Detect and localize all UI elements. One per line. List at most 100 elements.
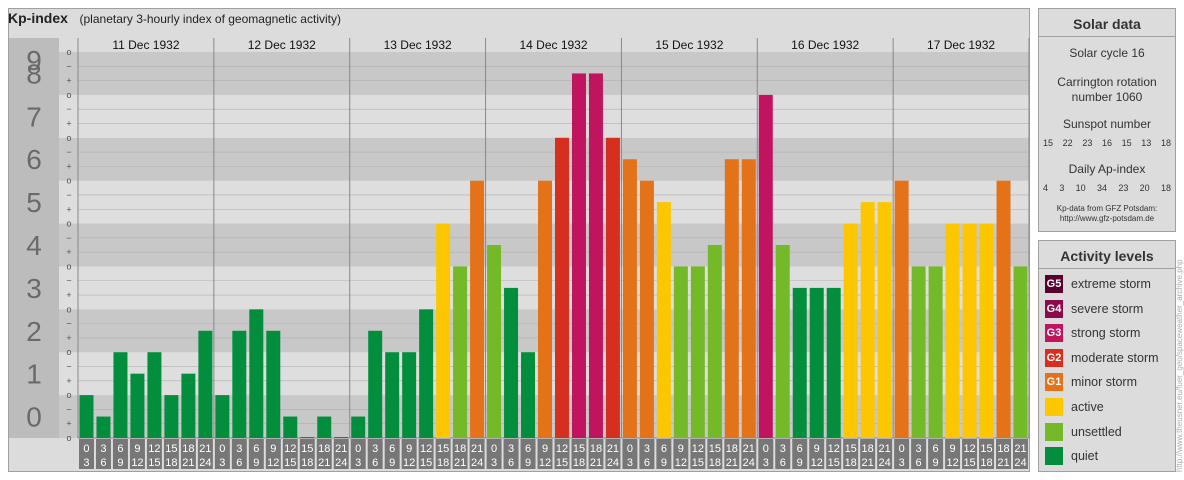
kp-bar — [232, 330, 247, 438]
day-label: 13 Dec 1932 — [384, 38, 452, 52]
sub-tick-label: o — [66, 219, 71, 229]
kp-bar — [894, 180, 909, 438]
y-tick-label: 9 — [26, 45, 42, 76]
interval-cell — [316, 439, 332, 469]
interval-end-label: 21 — [318, 457, 330, 469]
interval-cell — [928, 439, 944, 469]
kp-bar — [164, 395, 179, 438]
interval-end-label: 3 — [219, 457, 225, 469]
carrington-line1: Carrington rotation — [1057, 75, 1157, 89]
interval-cell — [1013, 439, 1028, 469]
interval-start-label: 6 — [117, 443, 123, 455]
interval-cell — [503, 439, 519, 469]
kp-bar — [283, 416, 298, 438]
interval-start-label: 0 — [763, 443, 769, 455]
legend-item: G4 severe storm — [1045, 299, 1143, 318]
y-axis-strip — [9, 38, 59, 438]
sunspot-value: 22 — [1062, 138, 1073, 148]
ap-values: 4 3 10 34 23 20 18 — [1043, 183, 1171, 193]
kp-bar — [690, 266, 705, 438]
interval-start-label: 3 — [780, 443, 786, 455]
interval-start-label: 21 — [199, 443, 211, 455]
kp-bar — [860, 202, 875, 438]
sub-tick-label: + — [66, 76, 71, 86]
interval-cell — [775, 439, 791, 469]
interval-cell — [367, 439, 383, 469]
interval-end-label: 3 — [899, 457, 905, 469]
y-tick-label: 2 — [26, 316, 42, 347]
interval-cell — [843, 439, 859, 469]
interval-end-label: 12 — [811, 457, 823, 469]
sub-tick-label: + — [66, 376, 71, 386]
kp-bar — [351, 416, 366, 438]
interval-end-label: 15 — [148, 457, 160, 469]
kp-bar — [470, 180, 485, 438]
sub-tick-label: o — [66, 304, 71, 314]
legend-label: moderate storm — [1071, 350, 1159, 365]
interval-cell — [214, 439, 230, 469]
kp-bar — [724, 159, 739, 438]
activity-levels-heading: Activity levels — [1039, 241, 1175, 269]
legend-item: G5 extreme storm — [1045, 275, 1151, 293]
interval-start-label: 12 — [284, 443, 296, 455]
interval-end-label: 9 — [389, 457, 395, 469]
interval-start-label: 3 — [372, 443, 378, 455]
sub-tick-label: − — [66, 61, 71, 71]
interval-end-label: 18 — [165, 457, 177, 469]
interval-end-label: 18 — [301, 457, 313, 469]
interval-cell — [979, 439, 995, 469]
interval-end-label: 12 — [267, 457, 279, 469]
kp-band — [59, 94, 1029, 138]
interval-start-label: 21 — [471, 443, 483, 455]
legend-swatch — [1045, 398, 1063, 416]
kp-band — [59, 137, 1029, 181]
sub-tick-label: + — [66, 118, 71, 128]
legend-item: active — [1045, 398, 1104, 416]
kp-bar — [385, 352, 400, 438]
interval-start-label: 6 — [933, 443, 939, 455]
day-label: 17 Dec 1932 — [927, 38, 995, 52]
interval-cell — [520, 439, 536, 469]
interval-end-label: 6 — [508, 457, 514, 469]
kp-bar — [588, 73, 603, 438]
sub-tick-label: + — [66, 247, 71, 257]
interval-start-label: 21 — [335, 443, 347, 455]
interval-start-label: 9 — [814, 443, 820, 455]
activity-levels-panel: Activity levels G5 extreme storm G4 severe … — [1038, 240, 1176, 472]
interval-start-label: 18 — [454, 443, 466, 455]
kp-bar — [334, 437, 349, 438]
interval-cell — [537, 439, 553, 469]
day-label: 16 Dec 1932 — [791, 38, 859, 52]
interval-cell — [605, 439, 621, 469]
interval-start-label: 6 — [253, 443, 259, 455]
interval-start-label: 9 — [406, 443, 412, 455]
interval-cell — [996, 439, 1012, 469]
kp-bar — [521, 352, 536, 438]
interval-start-label: 0 — [83, 443, 89, 455]
gfz-link[interactable]: http://www.gfz-potsdam.de — [1059, 214, 1155, 223]
interval-end-label: 12 — [675, 457, 687, 469]
sunspot-values: 15 22 23 16 15 13 18 — [1043, 138, 1171, 148]
interval-end-label: 6 — [100, 457, 106, 469]
interval-end-label: 15 — [556, 457, 568, 469]
interval-start-label: 15 — [165, 443, 177, 455]
legend-label: minor storm — [1071, 375, 1137, 390]
sub-tick-label: + — [66, 161, 71, 171]
interval-end-label: 24 — [335, 457, 347, 469]
sunspot-heading: Sunspot number — [1062, 117, 1152, 131]
interval-end-label: 6 — [916, 457, 922, 469]
interval-end-label: 6 — [236, 457, 242, 469]
sub-tick-label: o — [66, 390, 71, 400]
kp-bar — [843, 223, 858, 438]
interval-end-label: 9 — [933, 457, 939, 469]
sub-tick-label: − — [66, 233, 71, 243]
interval-end-label: 18 — [437, 457, 449, 469]
interval-start-label: 3 — [100, 443, 106, 455]
legend-item: quiet — [1045, 447, 1098, 466]
sub-tick-label: o — [66, 261, 71, 271]
interval-cell — [333, 439, 349, 469]
interval-end-label: 3 — [763, 457, 769, 469]
interval-start-label: 12 — [148, 443, 160, 455]
interval-end-label: 18 — [573, 457, 585, 469]
kp-bar — [945, 223, 960, 438]
